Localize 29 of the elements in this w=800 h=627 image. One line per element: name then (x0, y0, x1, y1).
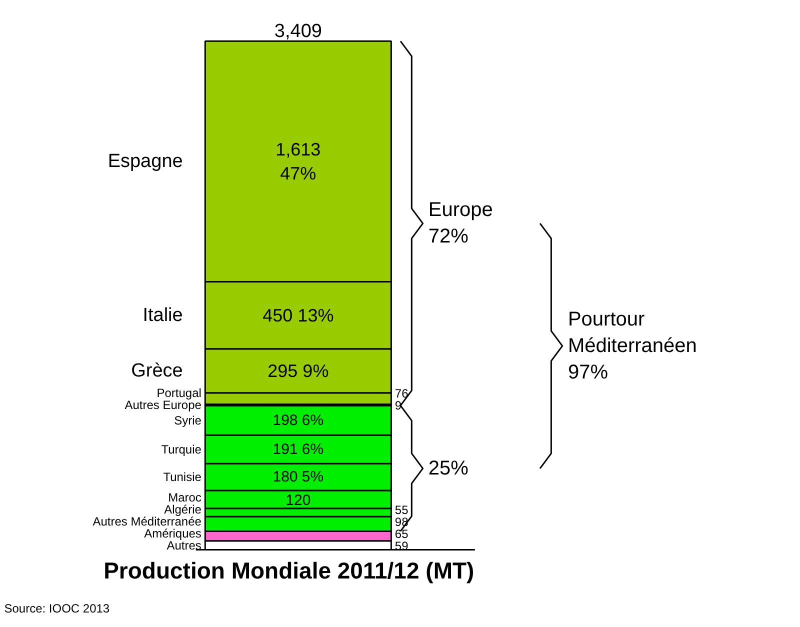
series-label: Amériques (144, 526, 202, 540)
series-label: Tunisie (163, 470, 202, 484)
series-label: Maroc (168, 490, 202, 504)
data-label: 450 13% (262, 305, 334, 326)
series-label: Algérie (164, 502, 202, 516)
data-label: 120 (286, 492, 311, 509)
text: 25% (428, 457, 469, 480)
text: Pourtour Méditerranéen 97% (568, 308, 697, 384)
series-label: Italie (142, 304, 183, 326)
source-note: Source: IOOC 2013 (4, 602, 110, 616)
x-axis-title: Production Mondiale 2011/12 (MT) (104, 558, 474, 584)
data-label: 65 (394, 526, 409, 541)
series-label: Espagne (108, 150, 183, 172)
data-label: 9 (394, 398, 402, 412)
series-label: Grèce (131, 360, 183, 382)
data-label: 198 6% (272, 412, 324, 429)
text: Europe 72% (428, 199, 493, 248)
series-label: Autres (166, 538, 202, 552)
series-label: Turquie (161, 442, 202, 456)
data-label: 295 9% (268, 360, 329, 381)
total-label: 3,409 (274, 21, 322, 42)
series-label: Syrie (174, 413, 202, 428)
data-label: 1,613 47% (276, 139, 321, 184)
data-label: 55 (394, 502, 409, 517)
data-label: 191 6% (272, 440, 324, 458)
series-label: Portugal (156, 386, 202, 400)
data-label: 76 (394, 386, 409, 400)
data-label: 98 (394, 514, 409, 529)
data-label: 180 5% (272, 468, 324, 486)
